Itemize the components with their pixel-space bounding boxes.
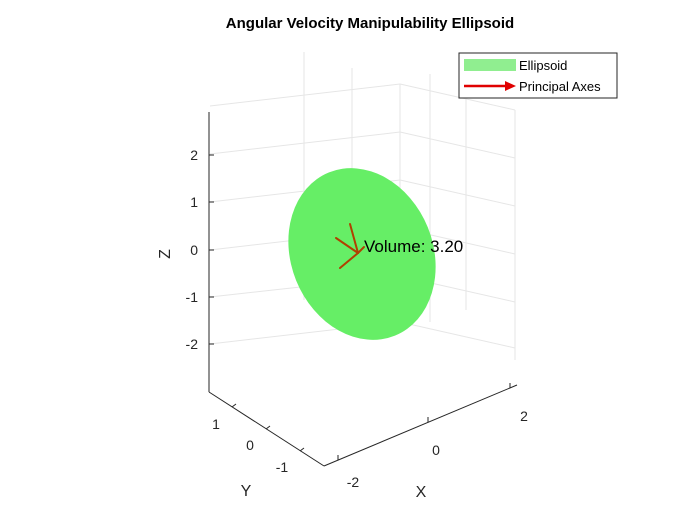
- y-tick-label: 0: [246, 437, 254, 453]
- y-tick-label: -1: [276, 459, 289, 475]
- grid-line: [399, 131, 516, 159]
- principal-axis-2: [335, 237, 359, 254]
- grid-line: [209, 131, 401, 155]
- z-tick-label: -1: [186, 289, 199, 305]
- legend-arrowhead-icon: [505, 81, 516, 91]
- chart-title: Angular Velocity Manipulability Ellipsoi…: [226, 15, 514, 32]
- legend-swatch-ellipsoid: [464, 59, 516, 71]
- y-tick-label: 1: [212, 416, 220, 432]
- legend-label-principal-axes: Principal Axes: [519, 79, 601, 94]
- principal-axis-1: [339, 252, 359, 269]
- z-tick-label: -2: [186, 336, 199, 352]
- z-tick-label: 2: [190, 147, 198, 163]
- principal-axis-3: [349, 223, 359, 254]
- grid-line: [209, 83, 401, 107]
- ellipsoid: [288, 168, 436, 340]
- x-axis-line: [323, 384, 518, 467]
- x-tick-label: 0: [432, 442, 440, 458]
- principal-axes: [335, 223, 365, 269]
- z-tick-label: 0: [190, 242, 198, 258]
- tick-marks: [209, 154, 511, 460]
- principal-axis-4: [357, 246, 365, 254]
- y-tick-mark: [231, 403, 237, 408]
- y-tick-mark: [299, 447, 305, 452]
- x-tick-label: -2: [347, 474, 360, 490]
- grid-line: [399, 83, 516, 111]
- y-tick-mark: [265, 425, 271, 430]
- volume-annotation: Volume: 3.20: [364, 237, 463, 256]
- grid-line: [399, 179, 516, 207]
- grid-line: [399, 321, 516, 349]
- y-axis-label: Y: [241, 483, 252, 500]
- z-axis-label: Z: [157, 249, 174, 259]
- z-tick-label: 1: [190, 194, 198, 210]
- x-tick-label: 2: [520, 408, 528, 424]
- legend: Ellipsoid Principal Axes: [458, 52, 618, 99]
- legend-label-ellipsoid: Ellipsoid: [519, 58, 567, 73]
- x-axis-label: X: [416, 484, 427, 501]
